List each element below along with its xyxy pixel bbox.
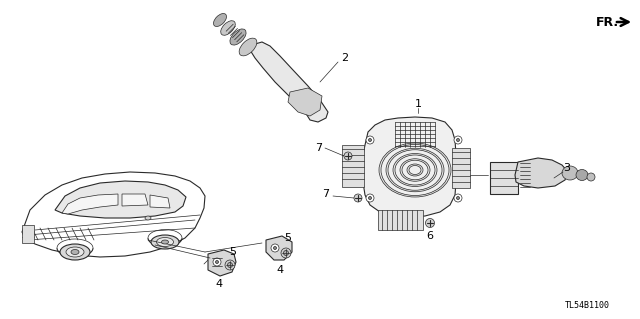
Text: 4: 4 bbox=[276, 265, 284, 275]
Text: 2: 2 bbox=[341, 53, 349, 63]
Ellipse shape bbox=[216, 261, 218, 263]
Ellipse shape bbox=[271, 244, 279, 252]
Bar bbox=[490, 162, 518, 194]
Polygon shape bbox=[55, 181, 186, 218]
Polygon shape bbox=[515, 158, 568, 188]
Ellipse shape bbox=[145, 216, 151, 220]
Bar bbox=[342, 145, 364, 187]
Ellipse shape bbox=[281, 248, 291, 258]
Ellipse shape bbox=[369, 138, 371, 142]
Polygon shape bbox=[62, 194, 118, 214]
Ellipse shape bbox=[230, 29, 246, 45]
Ellipse shape bbox=[409, 166, 421, 174]
Text: 3: 3 bbox=[563, 163, 570, 173]
Text: 7: 7 bbox=[323, 189, 330, 199]
Ellipse shape bbox=[454, 194, 462, 202]
Polygon shape bbox=[150, 195, 170, 208]
Polygon shape bbox=[22, 172, 205, 257]
Ellipse shape bbox=[454, 136, 462, 144]
Ellipse shape bbox=[161, 240, 168, 244]
Polygon shape bbox=[266, 236, 292, 260]
Ellipse shape bbox=[393, 153, 437, 187]
Ellipse shape bbox=[379, 143, 451, 197]
Ellipse shape bbox=[402, 160, 428, 180]
Text: 5: 5 bbox=[285, 233, 291, 243]
Text: 6: 6 bbox=[426, 231, 433, 241]
Ellipse shape bbox=[366, 194, 374, 202]
Ellipse shape bbox=[344, 152, 352, 160]
Ellipse shape bbox=[66, 247, 84, 257]
Polygon shape bbox=[122, 194, 148, 206]
Ellipse shape bbox=[71, 249, 79, 255]
Ellipse shape bbox=[562, 166, 578, 180]
Ellipse shape bbox=[221, 21, 236, 35]
Polygon shape bbox=[208, 250, 236, 276]
Ellipse shape bbox=[239, 38, 257, 56]
Ellipse shape bbox=[576, 169, 588, 181]
Ellipse shape bbox=[227, 263, 232, 268]
Polygon shape bbox=[363, 117, 456, 217]
Ellipse shape bbox=[587, 173, 595, 181]
Ellipse shape bbox=[366, 136, 374, 144]
Ellipse shape bbox=[426, 219, 435, 227]
Ellipse shape bbox=[273, 247, 276, 249]
Ellipse shape bbox=[369, 197, 371, 199]
Ellipse shape bbox=[213, 258, 221, 266]
Polygon shape bbox=[250, 42, 328, 122]
Text: FR.: FR. bbox=[596, 16, 619, 28]
Bar bbox=[452, 148, 470, 188]
Ellipse shape bbox=[214, 13, 227, 26]
Polygon shape bbox=[288, 88, 322, 116]
Ellipse shape bbox=[395, 155, 435, 185]
Ellipse shape bbox=[157, 238, 173, 247]
Text: TL54B1100: TL54B1100 bbox=[565, 300, 610, 309]
Ellipse shape bbox=[388, 150, 442, 190]
Ellipse shape bbox=[386, 148, 444, 192]
Ellipse shape bbox=[456, 138, 460, 142]
Ellipse shape bbox=[225, 260, 235, 270]
Ellipse shape bbox=[354, 194, 362, 202]
Bar bbox=[378, 210, 423, 230]
Text: 1: 1 bbox=[415, 99, 422, 109]
Ellipse shape bbox=[284, 250, 289, 256]
Ellipse shape bbox=[381, 145, 449, 196]
Ellipse shape bbox=[456, 197, 460, 199]
Text: 7: 7 bbox=[316, 143, 323, 153]
Ellipse shape bbox=[151, 235, 179, 249]
Bar bbox=[22, 225, 34, 243]
Text: 4: 4 bbox=[216, 279, 223, 289]
Ellipse shape bbox=[407, 164, 423, 176]
Text: 5: 5 bbox=[230, 247, 237, 257]
Ellipse shape bbox=[60, 244, 90, 260]
Ellipse shape bbox=[400, 159, 430, 181]
